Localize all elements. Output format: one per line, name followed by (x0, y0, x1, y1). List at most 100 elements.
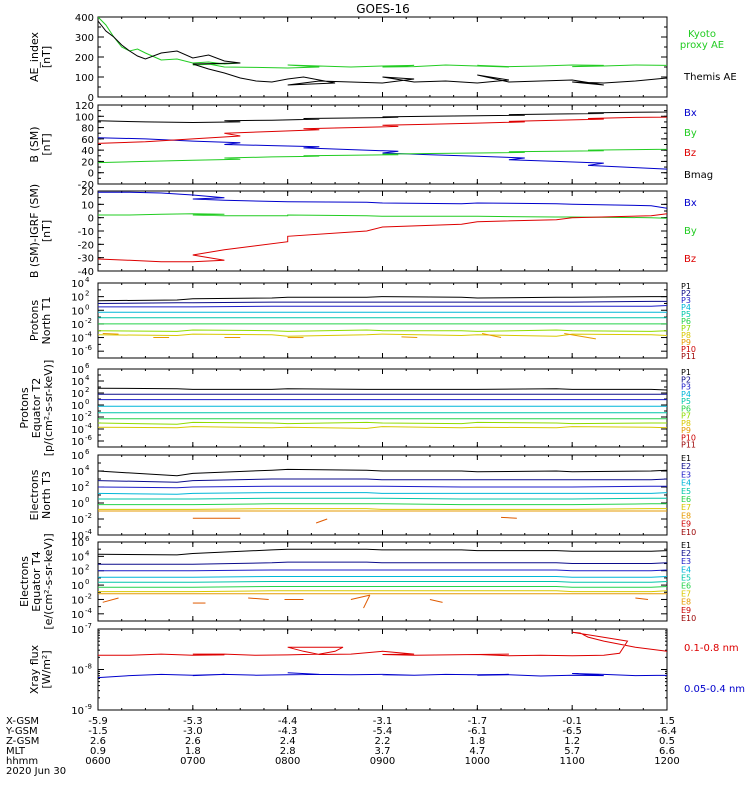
legend-entry: E3 (681, 470, 691, 479)
x-axis-value: 2.2 (375, 736, 391, 747)
series-e2 (98, 561, 667, 565)
legend-entry: E10 (681, 528, 696, 537)
y-tick-label-exponent: 4 (85, 464, 90, 472)
series-group (98, 468, 667, 524)
series-e7 (98, 508, 667, 510)
y-tick-label-exponent: -2 (85, 317, 92, 325)
legend-entry: E3 (681, 557, 691, 566)
y-tick-label: 10 (71, 437, 84, 448)
x-axis-value: 1.8 (469, 736, 485, 747)
y-tick-label: 0 (88, 169, 94, 180)
y-axis-label: [nT] (40, 46, 53, 68)
legend-entry: E7 (681, 590, 691, 599)
legend-entry: E8 (681, 598, 691, 607)
series-label: 0.05-0.4 nm (684, 684, 745, 695)
y-tick-label-exponent: 0 (85, 398, 89, 406)
y-tick-label: 10 (71, 425, 84, 436)
series-label: Bx (684, 108, 697, 119)
legend-entry: P2 (681, 375, 691, 384)
y-tick-label-exponent: 0 (85, 303, 89, 311)
x-axis-value: -6.1 (468, 726, 488, 737)
panel-frame (97, 16, 668, 98)
y-tick-label-exponent: -4 (85, 528, 93, 536)
legend-entry: P8 (681, 419, 691, 428)
x-axis-value: 4.7 (469, 746, 485, 757)
series-by (98, 213, 667, 219)
x-axis-value: 2.8 (280, 746, 296, 757)
legend-entry: P6 (681, 404, 691, 413)
series-label: Bz (684, 254, 696, 265)
legend-entry: E9 (681, 606, 691, 615)
legend-entry: P11 (681, 441, 696, 450)
legend-entry: P4 (681, 390, 691, 399)
legend-entry: P3 (681, 296, 691, 305)
legend-entry: P7 (681, 412, 691, 421)
x-axis-value: 1.5 (659, 716, 675, 727)
y-tick-label: 10 (71, 706, 84, 717)
series-e9-segment (714, 598, 727, 604)
y-tick-label: 120 (75, 101, 94, 112)
series-p7 (98, 421, 667, 425)
x-axis-value: 2.4 (280, 736, 296, 747)
y-tick-label: 10 (71, 567, 84, 578)
series-p9-segment (481, 332, 502, 339)
x-axis-value: 1.8 (185, 746, 201, 757)
panel-frame (97, 368, 668, 448)
series-label: By (684, 128, 697, 139)
x-axis-value: -0.1 (562, 716, 582, 727)
x-axis-value: -3.1 (373, 716, 393, 727)
legend-entry: P6 (681, 317, 691, 326)
series-p1 (98, 296, 667, 302)
y-axis-label: AE_index (28, 31, 41, 82)
y-tick-label-exponent: 2 (85, 386, 89, 394)
legend-entry: P1 (681, 282, 691, 291)
y-tick-label: 10 (71, 581, 84, 592)
y-tick-label-exponent: -7 (85, 622, 92, 630)
series-e5 (98, 581, 667, 583)
x-axis-row-label: hhmm (6, 756, 38, 767)
x-axis-value: 1.2 (564, 736, 580, 747)
x-axis-value: -6.5 (562, 726, 582, 737)
y-axis-label: B (SM) (28, 126, 41, 162)
y-tick-label-exponent: 6 (85, 362, 90, 370)
series-p9-segment (564, 332, 596, 340)
legend-entry: P2 (681, 289, 691, 298)
legend-entry: E7 (681, 503, 691, 512)
x-axis-value: -5.9 (88, 716, 108, 727)
y-tick-label: 10 (71, 365, 84, 376)
x-axis-value: 2.6 (90, 736, 106, 747)
legend-entry: E5 (681, 487, 691, 496)
x-axis-value: 6.6 (659, 746, 675, 757)
panel-frame (97, 454, 668, 536)
series-e9-segment (315, 518, 328, 524)
series-bx (98, 191, 667, 209)
legend-entry: E1 (681, 454, 691, 463)
y-axis-label: [nT] (40, 133, 53, 155)
legend-entry: E10 (681, 614, 696, 623)
y-tick-label: 60 (81, 135, 94, 146)
y-tick-label-exponent: -6 (85, 344, 93, 352)
y-tick-label: -20 (78, 240, 94, 251)
y-tick-label: 0 (88, 214, 94, 225)
x-axis-value: 1100 (559, 756, 584, 767)
y-tick-label-exponent: -2 (85, 592, 92, 600)
y-tick-label: 40 (81, 146, 94, 157)
legend-entry: P9 (681, 338, 691, 347)
series-label: By (684, 226, 697, 237)
series-p8 (98, 333, 667, 337)
legend-entry: E1 (681, 541, 691, 550)
y-tick-label: 10 (71, 320, 84, 331)
legend-entry: E6 (681, 495, 691, 504)
y-tick-label-exponent: -9 (85, 703, 92, 711)
y-axis-label: Equator T4 (30, 551, 43, 611)
y-tick-label: 10 (71, 413, 84, 424)
y-tick-label: 10 (71, 279, 84, 290)
y-axis-label: Protons (18, 387, 31, 428)
legend-entry: E8 (681, 511, 691, 520)
series-bmag (98, 110, 667, 124)
series-group (98, 17, 667, 86)
series-e9-segment (248, 597, 269, 600)
